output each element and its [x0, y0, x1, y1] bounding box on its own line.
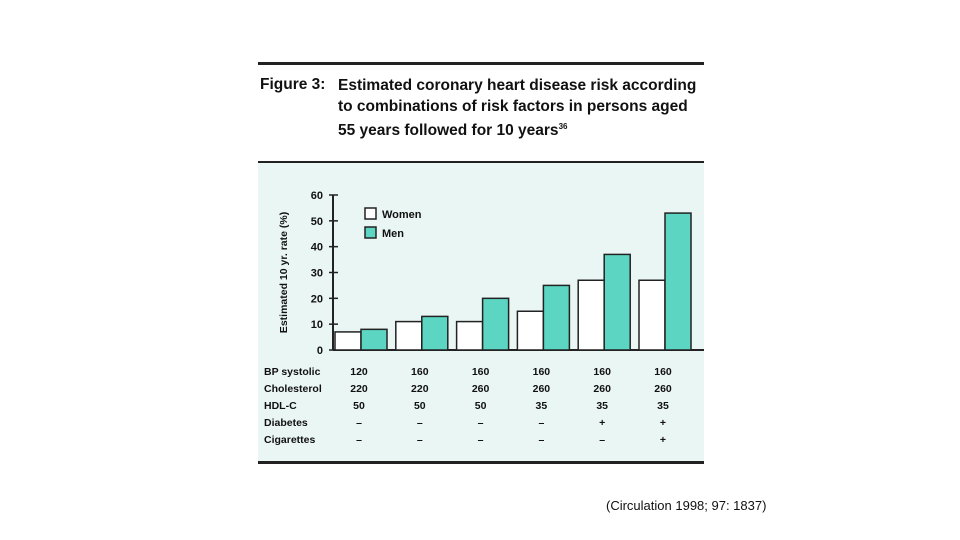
risk-row-value: +: [660, 417, 666, 429]
bottom-rule: [258, 461, 704, 464]
bar-women-1: [334, 331, 362, 351]
risk-row-value: –: [417, 417, 423, 429]
y-tick-label: 0: [317, 345, 323, 357]
risk-row-value: 160: [593, 366, 611, 378]
figure-label: Figure 3:: [260, 76, 326, 93]
risk-row-value: 160: [472, 366, 490, 378]
risk-row-value: 260: [533, 383, 551, 395]
risk-row-value: 220: [350, 383, 368, 395]
risk-row-label: Cigarettes: [264, 434, 316, 446]
risk-row-value: +: [660, 434, 666, 446]
risk-row-label: HDL-C: [264, 400, 297, 412]
bar-men-6: [664, 212, 692, 351]
y-tick-label: 30: [311, 268, 323, 280]
legend-label-women: Women: [382, 209, 422, 221]
risk-row-value: +: [599, 417, 605, 429]
risk-row-value: –: [599, 434, 605, 446]
bar-men-1: [360, 328, 388, 351]
chart-panel: 0 10 20 30 40 50 60 Estimated 10 yr. rate (%) Wo…: [258, 163, 704, 461]
risk-row-value: 50: [414, 400, 426, 412]
risk-row-value: –: [478, 417, 484, 429]
middle-rule: [258, 161, 704, 163]
bar-men-3: [481, 297, 510, 351]
y-tick-label: 50: [311, 216, 323, 228]
risk-row-value: 160: [654, 366, 672, 378]
risk-row-value: 220: [411, 383, 429, 395]
legend-swatch-women: [364, 207, 377, 220]
bar-chart: 0 10 20 30 40 50 60 Estimated 10 yr. rate (%) Wo…: [264, 190, 704, 446]
top-rule: [258, 62, 704, 65]
risk-row-value: –: [538, 434, 544, 446]
figure-title: Estimated coronary heart disease risk ac…: [338, 76, 698, 142]
risk-row-label: Cholesterol: [264, 383, 322, 395]
risk-row-value: –: [417, 434, 423, 446]
risk-row-value: –: [538, 417, 544, 429]
bar-women-4: [516, 310, 545, 351]
risk-row-value: 35: [596, 400, 608, 412]
risk-row-value: –: [356, 417, 362, 429]
figure: Figure 3: Estimated coronary heart disea…: [258, 62, 704, 464]
legend-label-men: Men: [382, 228, 404, 240]
bar-women-5: [577, 279, 605, 351]
risk-row-value: 260: [593, 383, 611, 395]
y-tick-label: 20: [311, 293, 323, 305]
bar-men-4: [542, 284, 571, 351]
risk-row-label: BP systolic: [264, 366, 321, 378]
risk-row-value: 35: [536, 400, 548, 412]
risk-row-value: 50: [475, 400, 487, 412]
y-tick-label: 10: [311, 319, 323, 331]
legend-swatch-men: [364, 226, 377, 239]
risk-row-value: –: [356, 434, 362, 446]
bar-women-2: [395, 320, 423, 351]
risk-row-value: 160: [533, 366, 551, 378]
risk-row-value: 260: [654, 383, 672, 395]
source-citation: (Circulation 1998; 97: 1837): [606, 498, 767, 513]
risk-row-value: –: [478, 434, 484, 446]
figure-title-reference: 36: [558, 122, 568, 131]
risk-row-value: 35: [657, 400, 669, 412]
risk-row-value: 160: [411, 366, 429, 378]
risk-row-value: 260: [472, 383, 490, 395]
risk-row-label: Diabetes: [264, 417, 308, 429]
y-tick-label: 60: [311, 190, 323, 202]
bar-women-3: [455, 320, 484, 351]
risk-row-value: 120: [350, 366, 368, 378]
risk-row-value: 50: [353, 400, 365, 412]
figure-title-text: Estimated coronary heart disease risk ac…: [338, 77, 697, 139]
bar-women-6: [638, 279, 666, 351]
bar-men-5: [603, 253, 631, 351]
bar-men-2: [421, 315, 449, 351]
y-tick-label: 40: [311, 242, 323, 254]
y-axis-label: Estimated 10 yr. rate (%): [278, 212, 290, 333]
